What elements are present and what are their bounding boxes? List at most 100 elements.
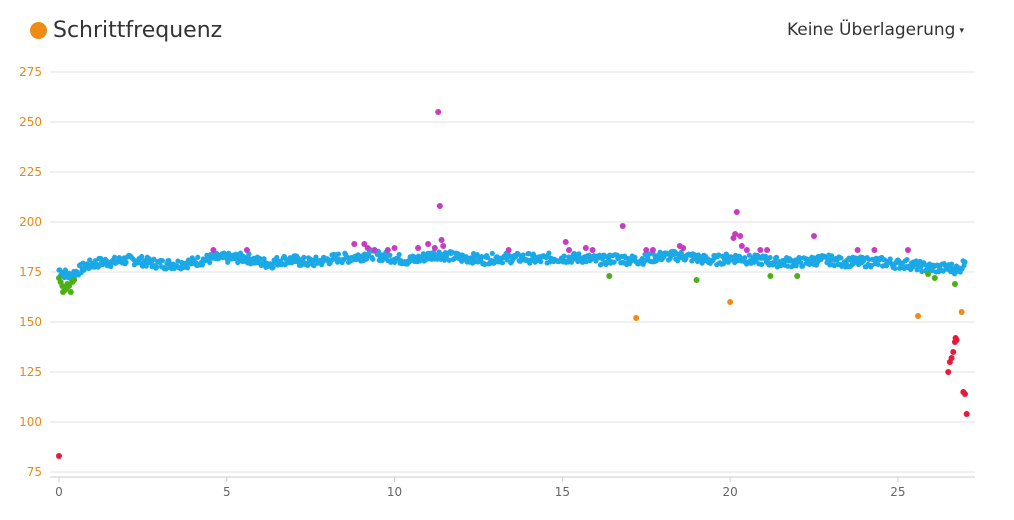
scatter-point xyxy=(364,245,371,251)
scatter-point xyxy=(361,241,368,247)
baseline-point xyxy=(154,264,160,270)
scatter-point xyxy=(945,369,952,375)
baseline-point xyxy=(396,251,402,258)
baseline-point xyxy=(184,265,191,271)
baseline-point xyxy=(370,256,376,262)
y-tick-label: 175 xyxy=(19,265,42,279)
y-tick-label: 125 xyxy=(19,365,42,379)
y-tick-label: 225 xyxy=(19,165,42,179)
x-tick-label: 10 xyxy=(387,485,402,499)
baseline-point xyxy=(568,259,575,265)
scatter-point xyxy=(66,283,73,289)
scatter-point xyxy=(649,247,656,253)
baseline-point xyxy=(800,263,806,269)
scatter-point xyxy=(351,241,358,247)
baseline-point xyxy=(546,250,552,256)
baseline-point xyxy=(520,252,526,258)
baseline-point xyxy=(112,254,118,260)
baseline-point xyxy=(207,259,213,266)
baseline-point xyxy=(753,257,759,263)
scatter-point xyxy=(606,273,613,279)
y-tick-label: 150 xyxy=(19,315,42,329)
baseline-point xyxy=(948,261,955,267)
scatter-point xyxy=(505,247,512,253)
scatter-point xyxy=(767,273,774,279)
chart-header: Schrittfrequenz Keine Überlagerung ▾ xyxy=(0,0,1014,60)
scatter-point xyxy=(951,281,958,287)
baseline-point xyxy=(257,256,263,262)
baseline-point xyxy=(274,254,280,261)
scatter-point xyxy=(915,313,922,319)
scatter-points xyxy=(56,109,970,459)
baseline-point xyxy=(489,250,495,257)
baseline-point xyxy=(87,257,93,263)
x-tick-label: 0 xyxy=(55,485,63,499)
scatter-point xyxy=(384,247,391,253)
baseline-point xyxy=(746,252,752,258)
scatter-point xyxy=(680,245,687,251)
y-tick-label: 100 xyxy=(19,415,42,429)
baseline-point xyxy=(785,263,791,269)
baseline-point xyxy=(305,262,311,269)
baseline-point xyxy=(123,259,129,265)
baseline-point xyxy=(499,260,506,266)
scatter-point xyxy=(931,275,938,281)
baseline-point xyxy=(561,253,567,259)
baseline-point xyxy=(657,249,663,255)
baseline-point xyxy=(838,255,844,261)
scatter-point xyxy=(210,247,217,253)
scatter-point xyxy=(425,241,432,247)
baseline-point xyxy=(653,258,659,264)
scatter-point xyxy=(431,245,438,251)
baseline-point xyxy=(892,265,898,272)
scatter-point xyxy=(693,277,700,283)
baseline-point xyxy=(484,254,491,261)
baseline-point xyxy=(611,259,617,265)
scatter-point xyxy=(436,203,443,209)
scatter-point xyxy=(619,223,626,229)
baseline-point xyxy=(962,259,968,265)
x-tick-label: 20 xyxy=(722,485,737,499)
baseline-point xyxy=(827,262,833,268)
scatter-point xyxy=(948,355,955,361)
scatter-point xyxy=(67,289,74,295)
baseline-point xyxy=(270,264,276,270)
baseline-series xyxy=(56,246,968,282)
baseline-point xyxy=(742,255,748,261)
baseline-point xyxy=(762,253,769,259)
baseline-point xyxy=(335,251,342,257)
title-dot-icon xyxy=(30,22,47,39)
baseline-point xyxy=(225,259,231,265)
baseline-point xyxy=(311,263,317,269)
scatter-point xyxy=(738,243,745,249)
overlay-dropdown[interactable]: Keine Überlagerung ▾ xyxy=(787,20,964,40)
baseline-point xyxy=(919,268,925,274)
y-tick-label: 75 xyxy=(27,465,42,479)
baseline-point xyxy=(773,254,780,260)
scatter-point xyxy=(733,209,740,215)
x-tick-label: 5 xyxy=(223,485,231,499)
baseline-point xyxy=(767,254,773,261)
baseline-point xyxy=(866,256,872,263)
scatter-point xyxy=(794,273,801,279)
scatter-point xyxy=(962,391,968,397)
baseline-point xyxy=(479,253,485,260)
scatter-point xyxy=(438,237,445,243)
x-axis: 0 5 10 15 20 25 xyxy=(55,477,906,499)
y-axis: 75 100 125 150 175 200 225 250 275 xyxy=(19,65,42,479)
baseline-point xyxy=(188,261,194,267)
baseline-point xyxy=(482,261,488,268)
title-wrap: Schrittfrequenz xyxy=(30,18,222,43)
baseline-point xyxy=(294,255,301,261)
grid-lines xyxy=(50,71,975,478)
y-tick-label: 250 xyxy=(19,115,42,129)
baseline-point xyxy=(538,259,544,265)
baseline-point xyxy=(632,254,638,260)
baseline-point xyxy=(904,256,910,263)
baseline-point xyxy=(151,256,157,262)
baseline-point xyxy=(759,261,765,268)
scatter-point xyxy=(925,271,932,277)
scatter-point xyxy=(811,233,817,239)
baseline-point xyxy=(159,258,166,264)
